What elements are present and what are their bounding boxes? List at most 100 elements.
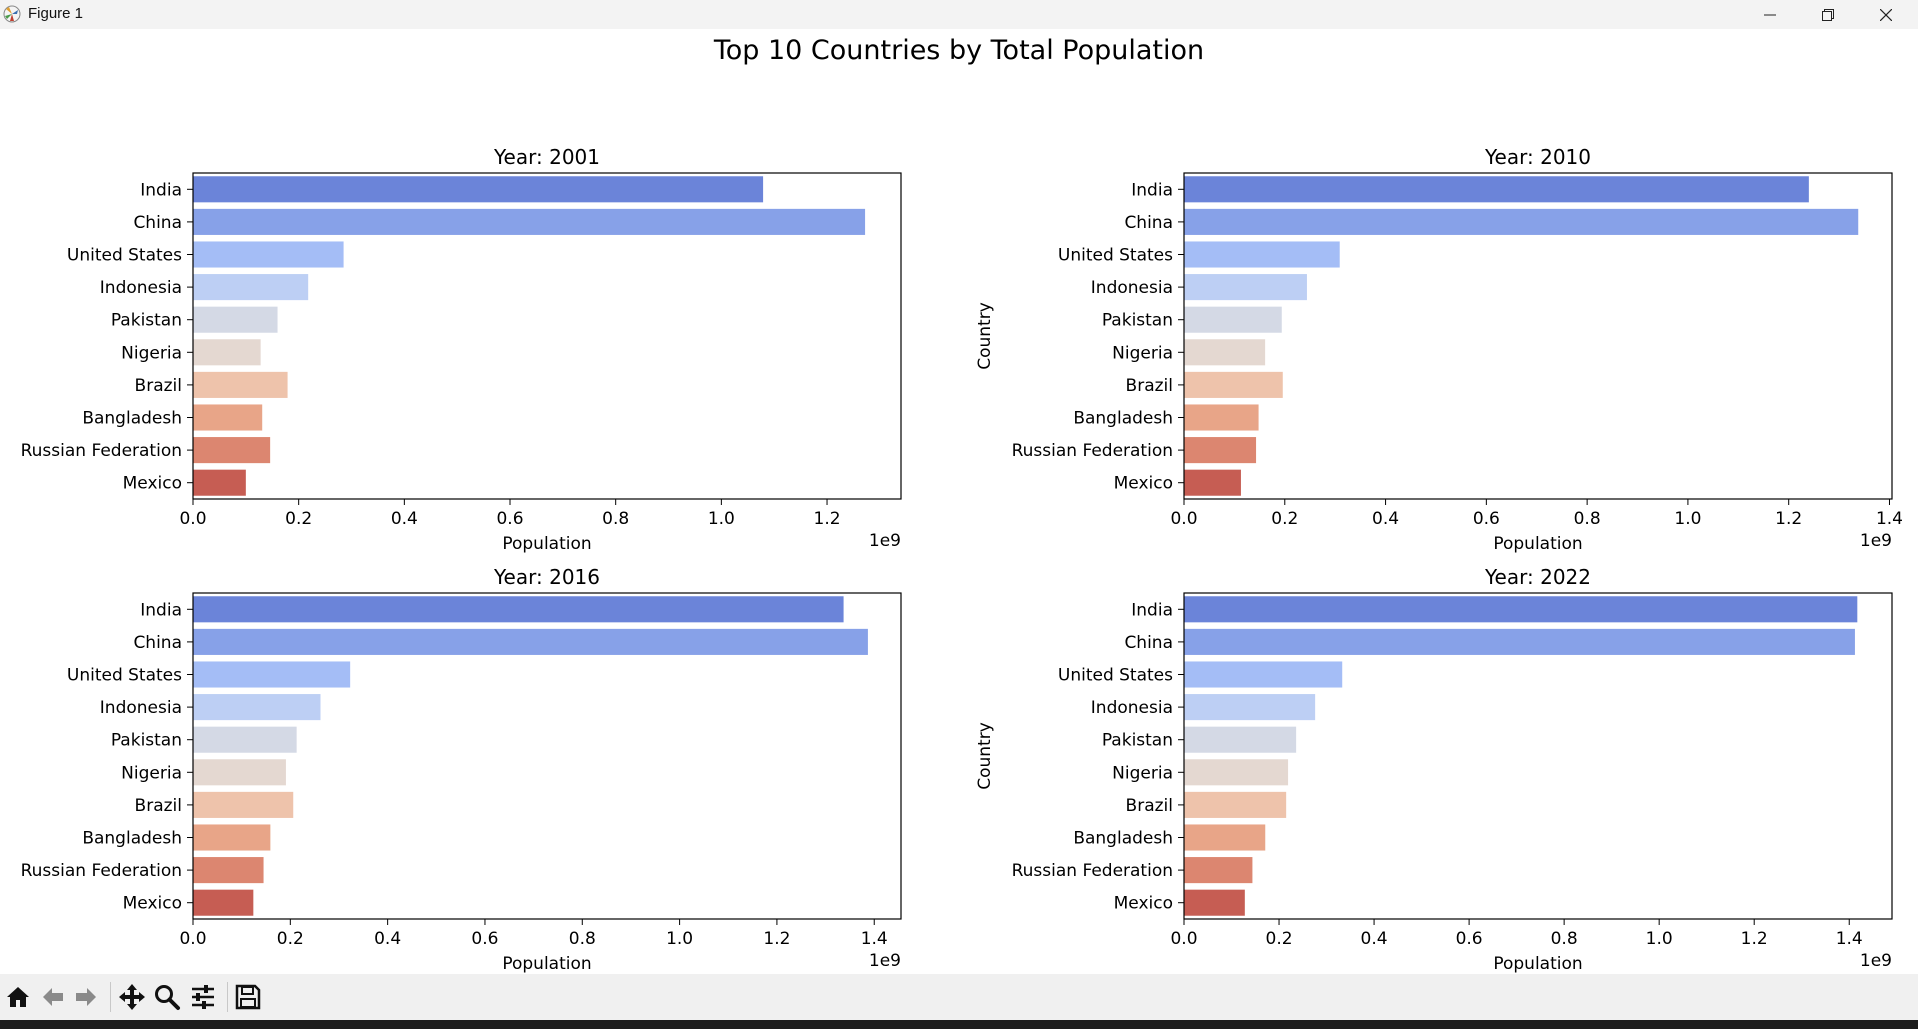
subplot-3-ytick-label: Brazil xyxy=(135,796,182,816)
subplot-4-xtick-label: 0.0 xyxy=(1170,929,1197,949)
save-button[interactable] xyxy=(232,981,264,1013)
subplot-2-title: Year: 2010 xyxy=(1484,145,1591,169)
subplot-2-xtick-label: 0.0 xyxy=(1170,509,1197,529)
subplot-2-bar-russian-federation xyxy=(1184,437,1257,464)
subplot-2-xtick-label: 1.4 xyxy=(1876,509,1903,529)
subplot-1-xtick-label: 1.2 xyxy=(814,509,841,529)
subplot-4-ytick-label: Bangladesh xyxy=(1073,829,1173,849)
matplotlib-icon xyxy=(3,5,21,23)
configure-subplots-button[interactable] xyxy=(187,981,219,1013)
pan-button[interactable] xyxy=(116,981,148,1013)
zoom-icon xyxy=(155,985,180,1010)
subplot-2-xlabel: Population xyxy=(1493,534,1582,554)
subplot-4-bar-united-states xyxy=(1184,661,1343,688)
subplot-4-xtick-label: 1.4 xyxy=(1836,929,1863,949)
subplot-3-ytick-label: Bangladesh xyxy=(82,829,182,849)
subplot-1-axes-frame xyxy=(192,172,902,500)
back-arrow-icon xyxy=(43,988,63,1006)
subplot-3-bar-bangladesh xyxy=(193,824,271,851)
subplot-2-bar-brazil xyxy=(1184,371,1283,398)
subplot-1-bar-russian-federation xyxy=(193,437,271,464)
subplot-4-bar-mexico xyxy=(1184,889,1245,916)
subplot-2-ytick-label: Indonesia xyxy=(1091,278,1173,298)
subplot-3-ytick-label: Indonesia xyxy=(100,698,182,718)
subplot-4-xtick-label: 1.0 xyxy=(1646,929,1673,949)
subplot-1-ytick-label: United States xyxy=(67,246,182,266)
subplot-3-ytick-label: Pakistan xyxy=(111,731,182,751)
subplot-1-xtick-label: 0.0 xyxy=(179,509,206,529)
subplot-1-xtick-label: 0.4 xyxy=(391,509,418,529)
subplot-3-ytick-label: Nigeria xyxy=(121,763,182,783)
subplot-2-bar-china xyxy=(1184,208,1859,235)
maximize-button[interactable] xyxy=(1799,0,1857,29)
subplot-1-bar-china xyxy=(193,208,866,235)
subplot-3-bar-russian-federation xyxy=(193,857,264,884)
subplot-2-bar-indonesia xyxy=(1184,274,1307,301)
zoom-button[interactable] xyxy=(151,981,183,1013)
minimize-icon xyxy=(1764,14,1776,15)
subplot-2-xtick-label: 0.4 xyxy=(1372,509,1399,529)
save-icon xyxy=(235,984,261,1010)
back-button[interactable] xyxy=(37,981,69,1013)
subplot-3-bar-china xyxy=(193,628,868,655)
subplot-4-axes-frame xyxy=(1183,592,1893,920)
subplot-2-bar-india xyxy=(1184,176,1809,203)
close-button[interactable] xyxy=(1857,0,1915,29)
subplot-4-offset-text: 1e9 xyxy=(1860,951,1892,971)
subplot-2-ytick-label: China xyxy=(1124,213,1173,233)
subplot-1-ytick-label: Mexico xyxy=(123,474,182,494)
subplot-2-ytick-label: Brazil xyxy=(1126,376,1173,396)
window-title: Figure 1 xyxy=(28,5,84,22)
subplot-3-bar-pakistan xyxy=(193,726,297,753)
subplot-3-bar-brazil xyxy=(193,791,294,818)
subplot-3-bar-united-states xyxy=(193,661,351,688)
subplot-4-bar-china xyxy=(1184,628,1855,655)
subplot-2-ylabel: Country xyxy=(975,302,995,370)
subplot-3-xtick-label: 0.6 xyxy=(471,929,498,949)
subplot-4-bar-pakistan xyxy=(1184,726,1297,753)
toolbar-separator xyxy=(227,982,228,1012)
navigation-toolbar xyxy=(0,974,1918,1020)
subplot-1-xtick-label: 1.0 xyxy=(708,509,735,529)
minimize-button[interactable] xyxy=(1741,0,1799,29)
subplot-1-xtick-label: 0.6 xyxy=(496,509,523,529)
subplot-1-offset-text: 1e9 xyxy=(869,531,901,551)
subplot-2-bar-mexico xyxy=(1184,469,1241,496)
subplot-1-ytick-label: Nigeria xyxy=(121,343,182,363)
subplot-1-bar-pakistan xyxy=(193,306,278,333)
subplot-2-xtick-label: 1.0 xyxy=(1674,509,1701,529)
close-icon xyxy=(1880,8,1892,21)
subplot-2-ytick-label: India xyxy=(1131,180,1173,200)
home-button[interactable] xyxy=(2,981,34,1013)
subplot-1-bar-mexico xyxy=(193,469,246,496)
subplot-4-bar-nigeria xyxy=(1184,759,1289,786)
subplot-2-ytick-label: Nigeria xyxy=(1112,343,1173,363)
subplot-3-xtick-label: 0.8 xyxy=(569,929,596,949)
subplot-3-xtick-label: 0.0 xyxy=(179,929,206,949)
subplot-4-ytick-label: United States xyxy=(1058,666,1173,686)
subplot-2-ytick-label: Pakistan xyxy=(1102,311,1173,331)
subplot-2-ytick-label: United States xyxy=(1058,246,1173,266)
forward-button[interactable] xyxy=(70,981,102,1013)
subplot-4-ytick-label: China xyxy=(1124,633,1173,653)
subplot-1-bar-nigeria xyxy=(193,339,261,366)
subplot-3-bar-mexico xyxy=(193,889,254,916)
chart-figure: Top 10 Countries by Total Population Year… xyxy=(21,35,1903,974)
subplot-1-ytick-label: Russian Federation xyxy=(21,441,182,461)
subplot-3-xtick-label: 1.4 xyxy=(861,929,888,949)
subplot-3-xtick-label: 0.4 xyxy=(374,929,401,949)
subplot-4-xtick-label: 0.8 xyxy=(1551,929,1578,949)
subplot-3-bar-indonesia xyxy=(193,694,321,721)
subplot-2-bar-united-states xyxy=(1184,241,1340,268)
subplot-1-ytick-label: India xyxy=(140,180,182,200)
subplot-4-bar-india xyxy=(1184,596,1858,623)
subplot-4-bar-bangladesh xyxy=(1184,824,1266,851)
subplot-4-ytick-label: Russian Federation xyxy=(1012,861,1173,881)
subplot-3-bar-india xyxy=(193,596,844,623)
subplot-2-xtick-label: 0.6 xyxy=(1473,509,1500,529)
subplot-4-ytick-label: Pakistan xyxy=(1102,731,1173,751)
subplot-4-xtick-label: 0.4 xyxy=(1361,929,1388,949)
subplot-1-ytick-label: Bangladesh xyxy=(82,409,182,429)
subplot-2-xtick-label: 1.2 xyxy=(1775,509,1802,529)
subplot-2-bar-pakistan xyxy=(1184,306,1282,333)
